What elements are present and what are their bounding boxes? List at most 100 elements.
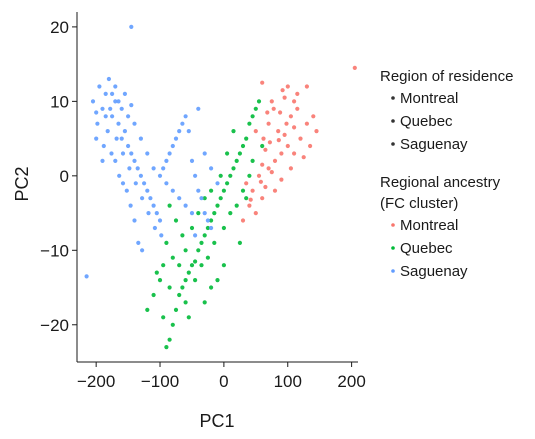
data-point-quebec — [202, 233, 207, 238]
data-point-saguenay — [94, 136, 99, 141]
data-point-quebec — [170, 255, 175, 260]
data-point-quebec — [244, 196, 249, 201]
data-point-saguenay — [146, 211, 151, 216]
data-point-quebec — [231, 166, 236, 171]
data-point-quebec — [167, 203, 172, 208]
data-point-quebec — [180, 285, 185, 290]
data-point-quebec — [215, 203, 220, 208]
data-point-saguenay — [145, 151, 150, 156]
legend-title: Regional ancestry — [380, 174, 501, 191]
data-point-montreal — [271, 106, 276, 111]
data-point-montreal — [301, 155, 306, 160]
data-point-quebec — [183, 300, 188, 305]
data-point-quebec — [256, 99, 262, 104]
data-point-saguenay — [157, 218, 163, 223]
x-tick-label: 0 — [219, 372, 228, 391]
data-point-quebec — [196, 211, 201, 216]
legend-title: Region of residence — [380, 68, 513, 85]
data-point-montreal — [280, 88, 285, 93]
data-point-montreal — [304, 84, 309, 89]
data-point-saguenay — [110, 91, 115, 96]
data-point-montreal — [295, 91, 300, 96]
legend-key — [391, 96, 395, 100]
data-point-quebec — [221, 188, 226, 193]
data-point-saguenay — [138, 173, 143, 178]
data-point-quebec — [173, 218, 179, 223]
data-point-montreal — [263, 147, 268, 152]
data-point-montreal — [267, 140, 272, 145]
data-point-saguenay — [100, 106, 105, 111]
data-point-montreal — [256, 173, 262, 178]
data-point-saguenay — [154, 211, 159, 216]
y-tick-label: 0 — [60, 167, 69, 186]
data-point-saguenay — [161, 166, 166, 171]
data-point-saguenay — [132, 121, 137, 126]
data-point-quebec — [154, 270, 159, 275]
data-point-saguenay — [103, 91, 108, 96]
data-point-saguenay — [120, 181, 126, 186]
data-point-saguenay — [124, 188, 129, 193]
data-point-saguenay — [127, 166, 132, 171]
data-point-montreal — [284, 121, 289, 126]
data-point-quebec — [205, 255, 210, 260]
data-point-quebec — [157, 278, 163, 283]
legend-entry-label: Quebec — [400, 240, 453, 257]
data-point-saguenay — [103, 114, 108, 119]
data-point-saguenay — [129, 103, 134, 108]
data-point-saguenay — [122, 91, 127, 96]
data-point-saguenay — [170, 188, 175, 193]
data-point-saguenay — [183, 114, 188, 119]
data-point-quebec — [260, 143, 265, 149]
data-point-quebec — [250, 158, 255, 163]
data-point-quebec — [237, 151, 242, 156]
data-point-montreal — [298, 136, 303, 141]
data-point-quebec — [247, 121, 252, 126]
data-point-quebec — [186, 315, 191, 320]
data-point-montreal — [288, 166, 293, 171]
data-point-quebec — [209, 188, 214, 193]
data-point-montreal — [269, 170, 274, 175]
data-point-saguenay — [126, 143, 131, 149]
legend-entry-label: Saguenay — [400, 263, 468, 280]
data-point-montreal — [265, 110, 270, 115]
data-point-montreal — [253, 129, 258, 134]
data-point-montreal — [278, 110, 283, 115]
data-point-saguenay — [140, 248, 145, 253]
data-point-saguenay — [164, 181, 169, 186]
data-point-montreal — [261, 136, 266, 141]
y-tick-label: 20 — [50, 18, 69, 37]
data-point-montreal — [285, 84, 290, 89]
data-point-saguenay — [151, 166, 156, 171]
data-point-quebec — [167, 285, 172, 290]
data-point-saguenay — [205, 218, 210, 223]
data-point-saguenay — [117, 173, 122, 178]
data-point-quebec — [240, 143, 246, 149]
data-point-quebec — [202, 196, 207, 201]
data-point-saguenay — [152, 225, 157, 231]
data-point-saguenay — [94, 110, 99, 115]
data-point-saguenay — [135, 166, 140, 171]
legend-entry-label: Montreal — [400, 217, 458, 234]
data-point-saguenay — [202, 151, 207, 156]
data-point-quebec — [205, 225, 210, 231]
data-point-quebec — [225, 151, 230, 156]
data-point-saguenay — [113, 99, 118, 104]
legend-key — [391, 119, 395, 123]
data-point-quebec — [225, 181, 230, 186]
x-axis-title: PC1 — [199, 411, 234, 431]
data-point-saguenay — [128, 203, 133, 208]
data-point-quebec — [161, 263, 166, 268]
data-point-quebec — [177, 292, 182, 298]
data-point-montreal — [266, 121, 271, 126]
data-point-saguenay — [95, 121, 100, 126]
legend-key — [391, 246, 395, 250]
data-point-quebec — [145, 307, 150, 312]
data-point-saguenay — [129, 24, 134, 29]
x-tick-label: −200 — [77, 372, 115, 391]
data-point-saguenay — [140, 196, 145, 201]
x-tick-label: 200 — [337, 372, 365, 391]
y-tick-label: −10 — [40, 241, 69, 260]
data-point-saguenay — [177, 129, 182, 134]
data-point-quebec — [193, 278, 198, 283]
data-point-saguenay — [193, 233, 198, 238]
